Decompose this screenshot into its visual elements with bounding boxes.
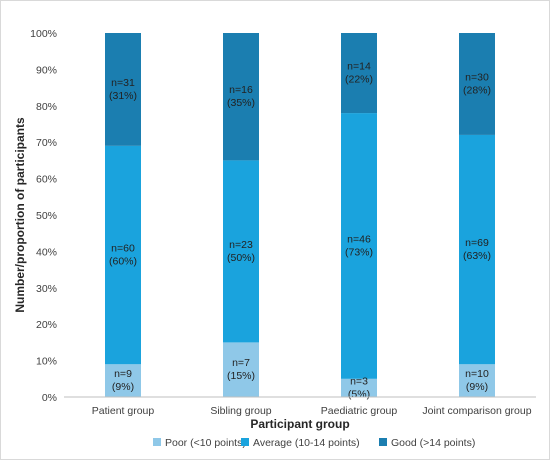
bar-segment (223, 33, 259, 161)
y-axis-ticks: 0% 10% 20% 30% 40% 50% 60% 70% 80% 90% 100% (30, 28, 57, 404)
legend-swatch (153, 438, 161, 446)
bar-segment (459, 134, 495, 365)
y-tick-label: 60% (36, 174, 57, 186)
y-tick-label: 0% (42, 392, 57, 404)
y-tick-label: 100% (30, 28, 57, 40)
legend-swatch (379, 438, 387, 446)
bar-data-label: n=60 (111, 243, 135, 255)
bar-data-label: (73%) (345, 246, 373, 258)
bar-data-label: n=7 (232, 357, 250, 369)
bar-data-label: n=69 (465, 237, 489, 249)
bar-segment (341, 33, 377, 114)
y-tick-label: 30% (36, 283, 57, 295)
legend-label: Good (>14 points) (391, 437, 475, 449)
bar-data-label: (60%) (109, 256, 137, 268)
y-tick-label: 80% (36, 101, 57, 113)
bar-segment (105, 364, 141, 397)
bar-data-label: n=10 (465, 368, 489, 380)
bar-data-label: (28%) (463, 84, 491, 96)
bar-data-label: n=9 (114, 368, 132, 380)
bar-data-label: n=30 (465, 71, 489, 83)
bar-data-label: n=46 (347, 233, 371, 245)
bar-data-label: n=23 (229, 239, 253, 251)
x-tick-label: Paediatric group (321, 405, 398, 417)
bar-segment (459, 364, 495, 397)
x-axis-ticks: Patient group Sibling group Paediatric gro… (92, 405, 532, 417)
bar-data-label: (9%) (466, 381, 488, 393)
x-tick-label: Sibling group (210, 405, 271, 417)
bar-segment (105, 33, 141, 146)
bar-data-label: (22%) (345, 74, 373, 86)
bar-segment (459, 33, 495, 135)
bar-data-label: n=3 (350, 375, 368, 387)
x-axis-title: Participant group (250, 417, 349, 431)
bar-segment (105, 145, 141, 365)
legend-label: Average (10-14 points) (253, 437, 360, 449)
y-tick-label: 50% (36, 210, 57, 222)
bar-data-label: (31%) (109, 90, 137, 102)
bars (105, 33, 495, 397)
bar-data-label: n=31 (111, 77, 135, 89)
bar-segment (223, 342, 259, 397)
bar-data-label: (63%) (463, 250, 491, 262)
x-tick-label: Patient group (92, 405, 155, 417)
bar-segment (341, 378, 377, 397)
bar-data-label: (5%) (348, 388, 370, 400)
y-axis-title: Number/proportion of participants (13, 117, 27, 313)
y-tick-label: 10% (36, 356, 57, 368)
legend-label: Poor (<10 points) (165, 437, 246, 449)
bar-data-label: n=16 (229, 84, 253, 96)
x-tick-label: Joint comparison group (422, 405, 531, 417)
bar-segment (223, 160, 259, 343)
legend-swatch (241, 438, 249, 446)
bar-data-label: (35%) (227, 97, 255, 109)
y-tick-label: 20% (36, 319, 57, 331)
bar-segment (341, 113, 377, 379)
bar-data-label: (9%) (112, 381, 134, 393)
y-tick-label: 40% (36, 246, 57, 258)
bar-data-label: n=14 (347, 61, 371, 73)
legend: Poor (<10 points) Average (10-14 points) G… (153, 437, 475, 449)
bar-data-label: (50%) (227, 252, 255, 264)
y-tick-label: 90% (36, 64, 57, 76)
y-tick-label: 70% (36, 137, 57, 149)
bar-data-labels: n=9(9%)n=60(60%)n=31(31%)n=7(15%)n=23(50… (109, 61, 491, 401)
bar-data-label: (15%) (227, 370, 255, 382)
